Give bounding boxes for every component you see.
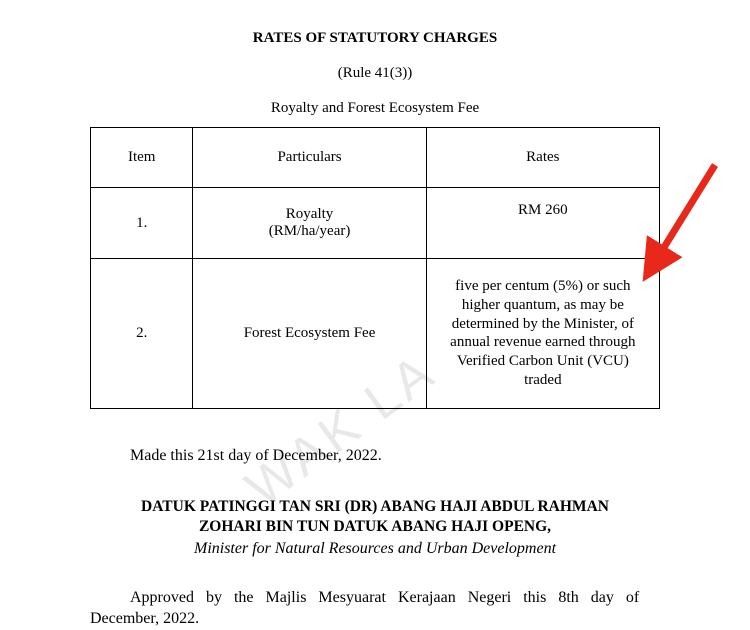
cell-rates-1: RM 260 — [426, 188, 659, 259]
cell-item-2: 2. — [91, 259, 193, 409]
table-header-row: Item Particulars Rates — [91, 128, 660, 188]
cell-particulars-1: Royalty (RM/ha/year) — [193, 188, 426, 259]
approved-paragraph: Approved by the Majlis Mesyuarat Kerajaa… — [90, 588, 660, 630]
document-page: RATES OF STATUTORY CHARGES (Rule 41(3)) … — [0, 0, 750, 630]
col-item: Item — [91, 128, 193, 188]
approved-line1: Approved by the Majlis Mesyuarat Kerajaa… — [90, 588, 660, 609]
col-particulars: Particulars — [193, 128, 426, 188]
rule-reference: (Rule 41(3)) — [90, 65, 660, 82]
minister-title: Minister for Natural Resources and Urban… — [90, 540, 660, 558]
page-title: RATES OF STATUTORY CHARGES — [90, 30, 660, 47]
made-date: Made this 21st day of December, 2022. — [130, 447, 660, 465]
col-rates: Rates — [426, 128, 659, 188]
table-row: 1. Royalty (RM/ha/year) RM 260 — [91, 188, 660, 259]
cell-rates-2: five per centum (5%) or such higher quan… — [426, 259, 659, 409]
table-row: 2. Forest Ecosystem Fee five per centum … — [91, 259, 660, 409]
minister-name-line1: DATUK PATINGGI TAN SRI (DR) ABANG HAJI A… — [90, 497, 660, 518]
table-subtitle: Royalty and Forest Ecosystem Fee — [90, 100, 660, 117]
minister-name-line2: ZOHARI BIN TUN DATUK ABANG HAJI OPENG, — [90, 517, 660, 538]
particulars-line: (RM/ha/year) — [269, 223, 351, 239]
approved-line2: December, 2022. — [90, 609, 660, 630]
rates-table: Item Particulars Rates 1. Royalty (RM/ha… — [90, 127, 660, 409]
particulars-line: Royalty — [286, 206, 334, 222]
cell-particulars-2: Forest Ecosystem Fee — [193, 259, 426, 409]
minister-block: DATUK PATINGGI TAN SRI (DR) ABANG HAJI A… — [90, 497, 660, 559]
cell-item-1: 1. — [91, 188, 193, 259]
